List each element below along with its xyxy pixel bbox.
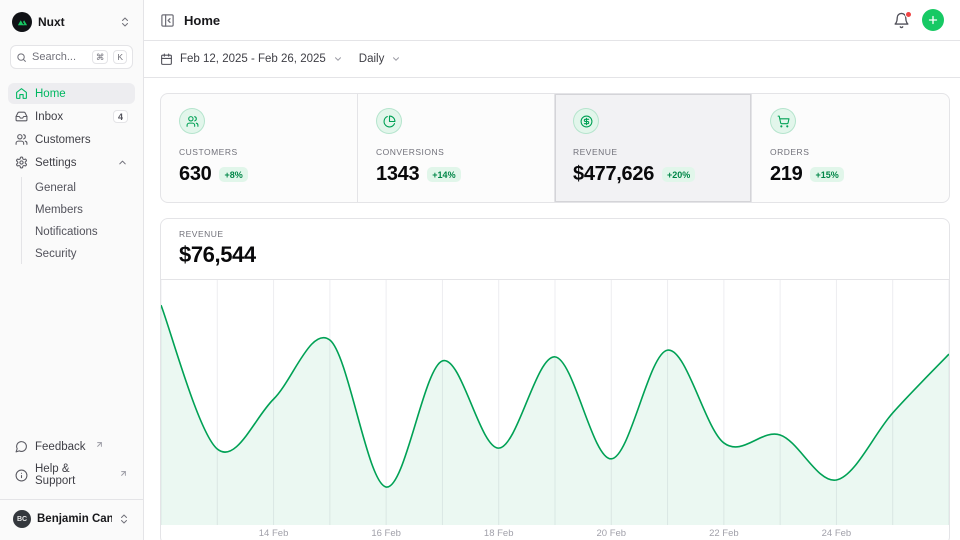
date-range-picker[interactable]: Feb 12, 2025 - Feb 26, 2025 [160, 53, 343, 66]
chart-metric-value: $76,544 [179, 242, 256, 267]
stat-label: CONVERSIONS [376, 147, 445, 157]
avatar: BC [13, 510, 31, 528]
stat-value: 219 [770, 163, 803, 185]
sidebar-item-label: Settings [35, 156, 77, 169]
chevrons-up-down-icon [118, 513, 130, 525]
user-name: Benjamin Canac [37, 513, 112, 525]
page-content: CUSTOMERS 630 +8% CONVERSIONS 1343 +14% [144, 78, 960, 540]
home-icon [15, 87, 28, 100]
revenue-chart-card: REVENUE $76,544 14 Feb 16 Feb 18 Feb 20 Feb… [160, 218, 950, 540]
search-box[interactable]: ⌘ K [10, 45, 133, 69]
stat-card-conversions[interactable]: CONVERSIONS 1343 +14% [358, 94, 555, 202]
settings-subnav: General Members Notifications Security [21, 177, 135, 264]
top-bar: Home [144, 0, 960, 41]
users-icon [179, 108, 205, 134]
sidebar-item-inbox[interactable]: Inbox 4 [8, 106, 135, 127]
chevron-up-icon [117, 157, 128, 168]
stat-delta-badge: +14% [427, 167, 461, 182]
sidebar-item-customers[interactable]: Customers [8, 129, 135, 150]
shopping-cart-icon [770, 108, 796, 134]
circle-dollar-icon [573, 108, 599, 134]
users-icon [15, 133, 28, 146]
sidebar-subitem-notifications[interactable]: Notifications [35, 225, 98, 238]
main-area: Home Feb 12, 2025 - Feb 26, 2025 [144, 0, 960, 540]
kbd-k: K [113, 49, 127, 65]
chevron-down-icon [391, 54, 401, 64]
sidebar-item-label: Inbox [35, 110, 64, 123]
stat-delta-badge: +15% [810, 167, 844, 182]
sidebar-item-home[interactable]: Home [8, 83, 135, 104]
x-tick-label: 18 Feb [483, 528, 514, 539]
sidebar-item-feedback[interactable]: Feedback [8, 436, 135, 457]
sidebar-nav: Home Inbox 4 Customers Settings [8, 83, 135, 266]
stat-value: 630 [179, 163, 212, 185]
sidebar-item-help-support[interactable]: Help & Support [8, 459, 135, 491]
sidebar-footer-nav: Feedback Help & Support [8, 436, 135, 491]
filter-bar: Feb 12, 2025 - Feb 26, 2025 Daily [144, 41, 960, 78]
user-menu[interactable]: BC Benjamin Canac [8, 506, 135, 532]
granularity-select[interactable]: Daily [359, 53, 402, 65]
sidebar-item-label: Help & Support [35, 463, 76, 487]
sidebar-subitem-security[interactable]: Security [35, 247, 77, 260]
stat-label: REVENUE [573, 147, 618, 157]
x-tick-label: 20 Feb [596, 528, 627, 539]
page-title: Home [184, 12, 221, 28]
search-input[interactable] [32, 51, 87, 63]
stats-row: CUSTOMERS 630 +8% CONVERSIONS 1343 +14% [160, 93, 950, 203]
top-bar-actions [893, 9, 944, 31]
notification-dot [905, 10, 912, 18]
stat-label: CUSTOMERS [179, 147, 238, 157]
stat-delta-badge: +8% [219, 167, 248, 182]
granularity-label: Daily [358, 53, 385, 65]
info-circle-icon [15, 469, 28, 482]
kbd-cmd: ⌘ [91, 49, 109, 65]
date-range-label: Feb 12, 2025 - Feb 26, 2025 [180, 53, 326, 65]
inbox-count-badge: 4 [112, 110, 128, 123]
search-icon [16, 52, 27, 63]
pie-chart-icon [376, 108, 402, 134]
stat-value: 1343 [376, 163, 420, 185]
chart-metric-label: REVENUE [179, 229, 224, 239]
workspace-switcher[interactable]: Nuxt [8, 8, 135, 36]
sidebar-item-label: Feedback [35, 440, 86, 453]
gear-icon [15, 156, 28, 169]
stat-value: $477,626 [573, 163, 655, 185]
sidebar-subitem-members[interactable]: Members [35, 203, 83, 216]
external-link-icon [119, 469, 128, 478]
x-tick-label: 22 Feb [709, 528, 739, 539]
notifications-bell-icon[interactable] [893, 10, 912, 29]
add-button[interactable] [922, 9, 944, 31]
sidebar: Nuxt ⌘ K Home Inb [0, 0, 144, 540]
x-tick-label: 14 Feb [258, 528, 289, 539]
message-circle-icon [15, 440, 28, 453]
sidebar-spacer [8, 266, 135, 426]
sidebar-item-label: Home [35, 87, 66, 100]
sidebar-item-settings[interactable]: Settings [8, 152, 135, 173]
x-axis-labels: 14 Feb 16 Feb 18 Feb 20 Feb 22 Feb 24 Feb [161, 525, 949, 540]
sidebar-item-label: Customers [35, 133, 91, 146]
workspace-name: Nuxt [38, 15, 65, 29]
stat-card-revenue[interactable]: REVENUE $477,626 +20% [555, 94, 752, 202]
x-tick-label: 16 Feb [371, 528, 401, 539]
nuxt-logo-icon [12, 12, 32, 32]
x-tick-label: 24 Feb [821, 528, 852, 539]
sidebar-user-section: BC Benjamin Canac [0, 499, 143, 532]
calendar-icon [160, 53, 173, 66]
chevron-down-icon [333, 54, 343, 64]
sidebar-subitem-general[interactable]: General [35, 181, 76, 194]
chevrons-up-down-icon [119, 16, 131, 28]
stat-card-orders[interactable]: ORDERS 219 +15% [752, 94, 949, 202]
stat-label: ORDERS [770, 147, 810, 157]
stat-delta-badge: +20% [662, 167, 696, 182]
inbox-icon [15, 110, 28, 123]
collapse-sidebar-icon[interactable] [160, 13, 175, 28]
stat-card-customers[interactable]: CUSTOMERS 630 +8% [161, 94, 358, 202]
revenue-chart-svg[interactable] [161, 280, 949, 525]
chart-header: REVENUE $76,544 [161, 219, 949, 280]
external-link-icon [95, 440, 104, 449]
